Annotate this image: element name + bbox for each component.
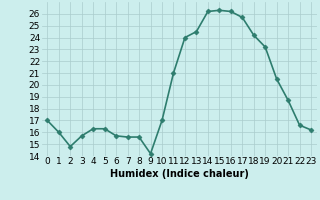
X-axis label: Humidex (Indice chaleur): Humidex (Indice chaleur) — [110, 169, 249, 179]
